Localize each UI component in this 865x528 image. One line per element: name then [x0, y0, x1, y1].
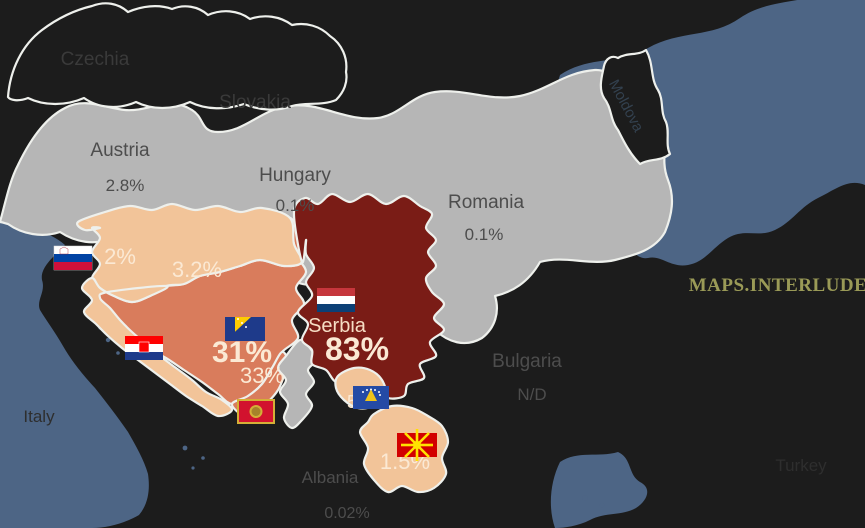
svg-text:Bulgaria: Bulgaria — [492, 351, 562, 372]
svg-text:83%: 83% — [325, 331, 389, 367]
svg-text:Turkey: Turkey — [775, 456, 827, 475]
svg-text:2%: 2% — [104, 244, 136, 269]
svg-text:Slovakia: Slovakia — [219, 92, 291, 113]
svg-text:MAPS.INTERLUDE: MAPS.INTERLUDE — [689, 275, 865, 296]
svg-text:Romania: Romania — [448, 192, 524, 213]
svg-text:Czechia: Czechia — [61, 49, 130, 70]
svg-text:3.2%: 3.2% — [172, 257, 222, 282]
svg-text:Italy: Italy — [23, 407, 55, 426]
svg-text:Albania: Albania — [302, 468, 359, 487]
svg-text:33%: 33% — [240, 363, 284, 388]
svg-text:2.8%: 2.8% — [106, 176, 145, 195]
svg-text:0.1%: 0.1% — [465, 225, 504, 244]
svg-text:Austria: Austria — [90, 140, 150, 161]
svg-text:Hungary: Hungary — [259, 165, 331, 186]
svg-text:N/D: N/D — [517, 385, 546, 404]
svg-text:0.1%: 0.1% — [276, 196, 315, 215]
svg-text:0.02%: 0.02% — [324, 505, 369, 522]
